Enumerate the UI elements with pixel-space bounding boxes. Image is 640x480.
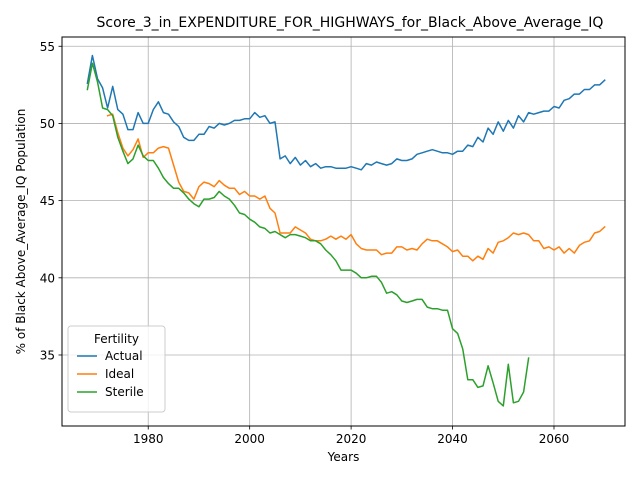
series-lines xyxy=(86,54,606,407)
x-tick-label: 2040 xyxy=(437,432,468,446)
legend: Fertility Actual Ideal Sterile xyxy=(67,325,166,413)
series-line-ideal xyxy=(106,113,606,262)
x-tick-label: 2000 xyxy=(234,432,265,446)
x-axis-label: Years xyxy=(327,450,360,464)
legend-entries: Actual Ideal Sterile xyxy=(77,349,144,399)
gridlines xyxy=(62,37,625,426)
y-tick-label: 55 xyxy=(40,40,55,54)
x-tick-label: 1980 xyxy=(133,432,164,446)
y-tick-label: 35 xyxy=(40,348,55,362)
legend-label-actual: Actual xyxy=(105,349,143,363)
series-line-sterile xyxy=(86,62,530,407)
legend-title: Fertility xyxy=(94,332,139,346)
legend-box xyxy=(67,325,166,413)
y-axis-label: % of Black Above_Average_IQ Population xyxy=(14,109,28,355)
y-tick-label: 45 xyxy=(40,194,55,208)
chart-title: Score_3_in_EXPENDITURE_FOR_HIGHWAYS_for_… xyxy=(97,15,604,31)
plot-frame xyxy=(61,36,626,427)
legend-label-ideal: Ideal xyxy=(105,367,134,381)
axis-ticks: 1980 2000 2020 2040 2060 35 40 45 50 55 xyxy=(40,40,570,446)
x-tick-label: 2060 xyxy=(539,432,570,446)
series-line-actual xyxy=(86,54,606,171)
legend-label-sterile: Sterile xyxy=(105,385,144,399)
y-tick-label: 50 xyxy=(40,117,55,131)
x-tick-label: 2020 xyxy=(336,432,367,446)
y-tick-label: 40 xyxy=(40,271,55,285)
